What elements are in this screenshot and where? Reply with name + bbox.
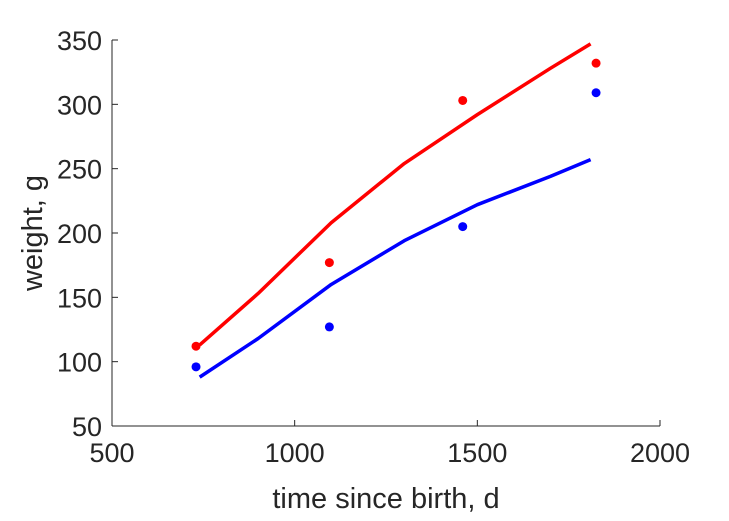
y-tick-label: 300 [57, 90, 102, 120]
ticks: 500 1000 1500 2000 50 100 150 200 250 300 350 [57, 26, 690, 468]
fit-line [198, 42, 592, 347]
series-0 [191, 58, 601, 351]
data-point [458, 95, 468, 105]
y-tick-label: 200 [57, 219, 102, 249]
data-point [191, 362, 201, 372]
fit-line [198, 158, 592, 379]
data-point [591, 88, 601, 98]
data-point [591, 58, 601, 68]
data-point [191, 341, 201, 351]
series-1 [191, 88, 601, 372]
x-tick-label: 500 [89, 438, 134, 468]
y-tick-label: 150 [57, 283, 102, 313]
y-axis-label: weight, g [17, 175, 49, 292]
x-tick-label: 1000 [265, 438, 325, 468]
x-tick-label: 1500 [447, 438, 507, 468]
series-layer [191, 42, 601, 379]
y-tick-label: 50 [72, 412, 102, 442]
y-tick-label: 350 [57, 26, 102, 56]
series-2 [198, 42, 592, 347]
data-point [458, 222, 468, 232]
x-axis-label: time since birth, d [272, 483, 499, 515]
y-tick-label: 100 [57, 348, 102, 378]
series-3 [198, 158, 592, 379]
data-point [324, 258, 334, 268]
y-tick-label: 250 [57, 155, 102, 185]
data-point [324, 322, 334, 332]
x-tick-label: 2000 [630, 438, 690, 468]
